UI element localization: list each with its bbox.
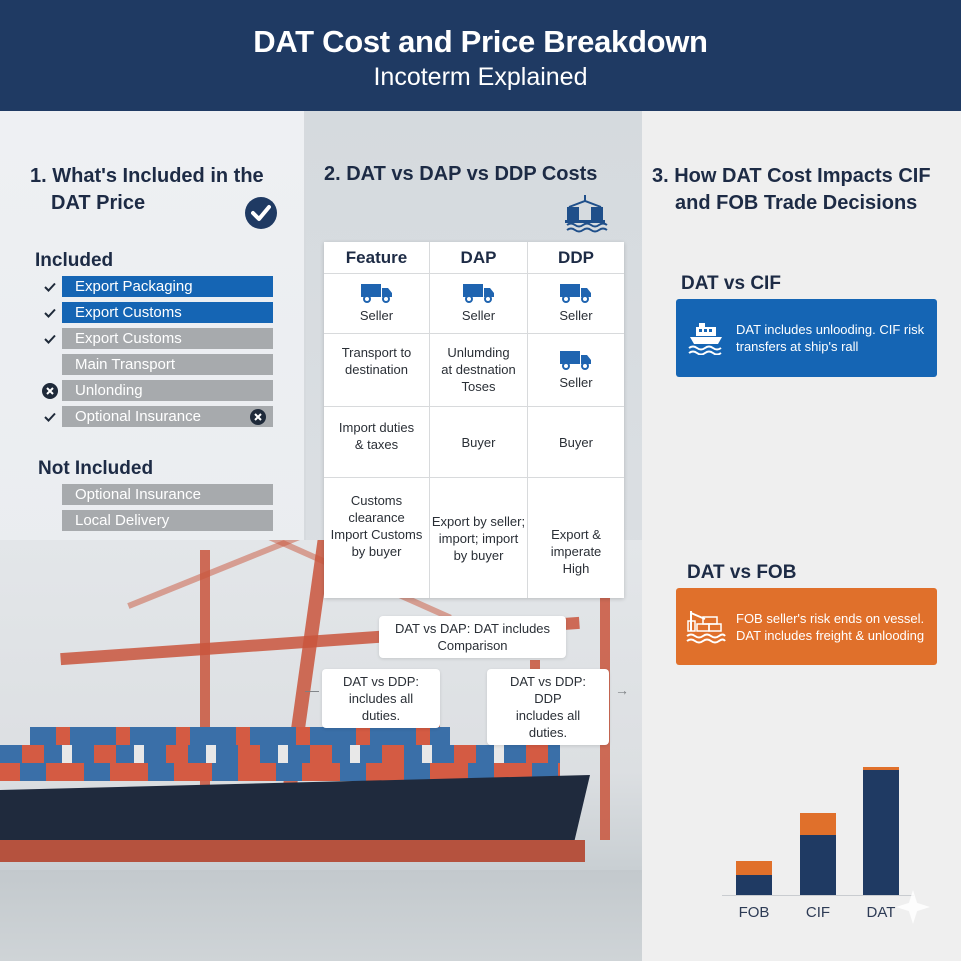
section2-title: 2. DAT vs DAP vs DDP Costs xyxy=(324,163,598,185)
truck-icon xyxy=(560,284,591,303)
x-circle-icon xyxy=(40,380,60,401)
port-crane-icon xyxy=(561,193,609,240)
fob-text: FOB seller's risk ends on vessel. xyxy=(736,610,925,626)
not-included-heading: Not Included xyxy=(38,458,154,479)
table-row: Import duties & taxes Buyer Buyer xyxy=(324,407,624,478)
check-icon xyxy=(40,276,60,297)
cif-heading: DAT vs CIF xyxy=(681,273,781,294)
truck-icon xyxy=(462,284,494,303)
header-banner: DAT Cost and Price Breakdown Incoterm Ex… xyxy=(0,0,961,111)
truck-icon xyxy=(560,350,591,370)
table-row: Transport to destination Unlumding at de… xyxy=(324,334,624,407)
dap-comparison-note: DAT vs DAP: DAT includes Comparison xyxy=(379,616,566,658)
table-cell: Seller xyxy=(430,274,528,333)
cif-text: DAT includes unlooding. CIF risk xyxy=(736,322,925,337)
not-included-item: Optional Insurance xyxy=(62,484,273,505)
bar-fob xyxy=(736,861,772,895)
dash-icon: — xyxy=(305,682,319,698)
included-item: Optional Insurance xyxy=(62,406,273,427)
included-item: Export Customs xyxy=(62,302,273,323)
port-scene-image xyxy=(0,540,642,961)
ddp-comparison-note-right: DAT vs DDP: DDP includes all duties. xyxy=(487,669,609,745)
ship-icon xyxy=(676,321,736,355)
table-cell: Export & imperate High xyxy=(550,526,602,576)
truck-icon xyxy=(360,284,392,303)
included-item: Main Transport xyxy=(62,354,273,375)
bar-dat xyxy=(863,767,899,895)
fob-heading: DAT vs FOB xyxy=(687,562,797,583)
table-cell: Unlumding at destnation Toses xyxy=(430,334,528,406)
table-header-row: Feature DAP DDP xyxy=(324,242,624,274)
x-label: CIF xyxy=(805,904,831,921)
x-label: DAT xyxy=(866,904,896,921)
fob-card: FOB seller's risk ends on vessel. DAT in… xyxy=(676,588,937,665)
water xyxy=(0,870,642,961)
column-header: Feature xyxy=(324,242,430,273)
arrow-right-icon: → xyxy=(615,682,629,698)
column-header: DAP xyxy=(430,242,528,273)
ship-hull xyxy=(0,775,590,850)
table-cell: Buyer xyxy=(430,407,528,477)
check-circle-icon xyxy=(245,197,277,229)
check-icon xyxy=(40,406,60,427)
table-cell: Customs clearance Import Customs by buye… xyxy=(324,478,430,598)
included-item: Export Packaging xyxy=(62,276,273,297)
table-cell: Export by seller; import; import by buye… xyxy=(430,478,528,598)
section3-title: 3. How DAT Cost Impacts CIF and FOB Trad… xyxy=(652,165,931,214)
ddp-comparison-note-left: DAT vs DDP: includes all duties. xyxy=(322,669,440,728)
cost-comparison-chart: FOB CIF DAT xyxy=(722,755,922,935)
table-cell: Seller xyxy=(528,274,624,333)
bar-cif xyxy=(800,813,836,895)
page-subtitle: Incoterm Explained xyxy=(373,63,588,91)
table-cell: Transport to destination xyxy=(324,334,430,406)
column-header: DDP xyxy=(558,248,594,267)
included-item: Export Customs xyxy=(62,328,273,349)
included-item: Unlonding xyxy=(62,380,273,401)
page-title: DAT Cost and Price Breakdown xyxy=(253,24,708,59)
x-label: FOB xyxy=(738,904,770,921)
crane-container-icon xyxy=(676,609,736,645)
not-included-item: Local Delivery xyxy=(62,510,273,531)
x-circle-icon xyxy=(250,409,266,425)
section1-title: 1. What's Included in the DAT Price xyxy=(30,165,264,214)
comparison-table: Feature DAP DDP Seller Seller Seller Tra… xyxy=(324,242,624,598)
check-icon xyxy=(40,302,60,323)
table-cell: Buyer xyxy=(559,434,593,450)
table-row: Customs clearance Import Customs by buye… xyxy=(324,478,624,598)
table-cell: Seller xyxy=(324,274,430,333)
table-cell: Import duties & taxes xyxy=(324,407,430,477)
chart-baseline xyxy=(722,895,914,896)
table-row: Seller Seller Seller xyxy=(324,274,624,334)
included-heading: Included xyxy=(35,250,114,271)
table-cell: Seller xyxy=(528,334,624,406)
check-icon xyxy=(40,328,60,349)
cif-card: DAT includes unlooding. CIF risk transfe… xyxy=(676,299,937,377)
